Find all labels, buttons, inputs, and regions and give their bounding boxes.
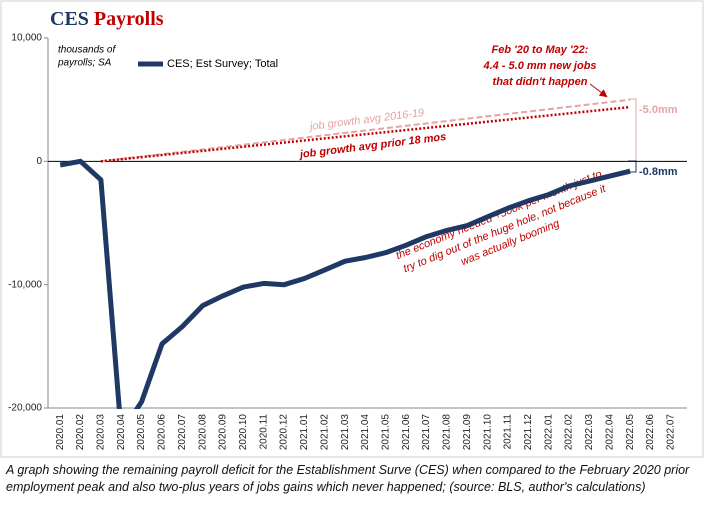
x-tick-label: 2020.03 xyxy=(96,414,107,451)
x-tick-label: 2020.02 xyxy=(75,414,86,451)
x-tick-label: 2022.03 xyxy=(584,414,595,451)
x-tick-label: 2021.01 xyxy=(299,414,310,451)
y-tick-label: 0 xyxy=(36,156,42,167)
caption: A graph showing the remaining payroll de… xyxy=(6,463,690,494)
y-label: payrolls; SA xyxy=(57,58,112,69)
x-tick-label: 2020.04 xyxy=(116,414,127,451)
x-tick-label: 2020.07 xyxy=(177,414,188,451)
x-tick-label: 2021.04 xyxy=(360,414,371,451)
x-tick-label: 2021.12 xyxy=(523,414,534,451)
x-tick-label: 2020.05 xyxy=(136,414,147,451)
x-tick-label: 2020.10 xyxy=(238,414,249,451)
annotation: -0.8mm xyxy=(639,166,678,178)
annotation: Feb '20 to May '22: xyxy=(492,44,589,56)
legend-label: CES; Est Survey; Total xyxy=(167,58,278,70)
y-label: thousands of xyxy=(58,45,116,56)
series-line xyxy=(100,105,631,163)
x-tick-label: 2021.05 xyxy=(380,414,391,451)
x-tick-label: 2021.02 xyxy=(319,414,330,451)
x-tick-label: 2021.09 xyxy=(462,414,473,451)
x-tick-label: 2020.11 xyxy=(258,414,269,450)
x-tick-label: 2022.07 xyxy=(665,414,676,451)
annotation: try to dig out of the huge hole, not bec… xyxy=(402,182,609,275)
annotation: job growth avg 2016-19 xyxy=(307,107,425,133)
chart-border xyxy=(0,0,704,458)
x-tick-label: 2021.11 xyxy=(503,414,514,450)
x-tick-label: 2022.05 xyxy=(625,414,636,451)
x-tick-label: 2021.06 xyxy=(401,414,412,451)
x-tick-label: 2020.08 xyxy=(197,414,208,451)
annotation: 4.4 - 5.0 mm new jobs xyxy=(482,60,596,72)
y-tick-label: -20,000 xyxy=(8,403,42,414)
x-tick-label: 2021.07 xyxy=(421,414,432,451)
x-tick-label: 2020.01 xyxy=(55,414,66,451)
x-tick-label: 2022.04 xyxy=(604,414,615,451)
x-tick-label: 2021.08 xyxy=(442,414,453,451)
chart-title: CES Payrolls xyxy=(50,8,164,30)
x-tick-label: 2022.06 xyxy=(645,414,656,451)
chart: CES Payrolls thousands of payrolls; SA C… xyxy=(0,0,704,458)
x-tick-label: 2021.10 xyxy=(482,414,493,451)
annotation: -5.0mm xyxy=(639,104,678,116)
annotation: that didn't happen xyxy=(493,76,588,88)
series-line xyxy=(100,98,631,163)
bracket xyxy=(628,98,637,162)
x-tick-label: 2022.02 xyxy=(564,414,575,451)
y-tick-label: -10,000 xyxy=(8,279,42,290)
x-tick-label: 2020.09 xyxy=(218,414,229,451)
plot xyxy=(59,98,631,409)
x-tick-label: 2020.12 xyxy=(279,414,290,451)
series-line xyxy=(59,158,631,409)
y-tick-label: 10,000 xyxy=(11,33,42,44)
x-tick-label: 2021.03 xyxy=(340,414,351,451)
arrow xyxy=(589,83,608,98)
x-tick-label: 2022.01 xyxy=(543,414,554,451)
x-tick-label: 2020.06 xyxy=(157,414,168,451)
